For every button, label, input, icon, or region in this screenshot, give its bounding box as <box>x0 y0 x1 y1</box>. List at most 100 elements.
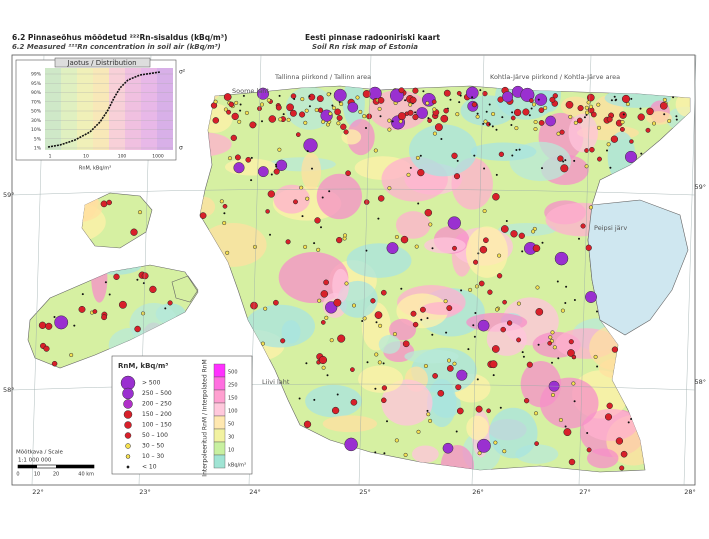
color-step <box>213 454 226 469</box>
sample-point <box>606 149 608 152</box>
inset-sigma-bottom: σ <box>179 145 183 152</box>
sample-point <box>485 110 488 113</box>
sample-point <box>419 306 426 313</box>
sample-point <box>538 107 545 114</box>
sample-point <box>535 285 540 290</box>
sample-point <box>500 326 506 333</box>
inset-stripe <box>65 68 69 150</box>
sample-point <box>295 132 301 137</box>
sample-point <box>584 164 589 169</box>
sample-point <box>585 244 592 251</box>
sample-point <box>304 108 309 113</box>
place-label: Peipsi järv <box>594 224 627 232</box>
sample-point <box>522 355 525 358</box>
sample-point <box>533 411 539 416</box>
sample-point <box>613 95 616 98</box>
sample-point <box>622 113 625 116</box>
sample-point <box>323 279 329 286</box>
inset-stripe <box>77 68 81 150</box>
sample-point <box>446 358 452 363</box>
sample-point <box>268 115 277 123</box>
sample-point <box>428 222 433 227</box>
sample-point <box>370 298 376 304</box>
sample-point <box>104 281 107 284</box>
inset-stripe <box>161 68 165 150</box>
sample-point <box>473 154 476 157</box>
sample-point <box>547 340 553 346</box>
sample-point <box>321 196 324 199</box>
sample-point <box>533 119 538 125</box>
inset-y-label: 90% <box>31 90 42 96</box>
sample-point <box>476 438 491 453</box>
sample-point <box>521 250 524 253</box>
sample-point <box>530 107 533 110</box>
inset-y-label: 30% <box>31 118 42 124</box>
blob <box>322 415 378 433</box>
longitude-label: 22° <box>32 488 44 496</box>
meridian <box>578 54 592 486</box>
scale-label: 20 <box>53 472 59 478</box>
sample-point <box>320 320 326 325</box>
sample-point <box>510 115 516 121</box>
color-step <box>213 441 226 456</box>
sample-point <box>403 452 408 457</box>
sample-point <box>142 282 145 285</box>
sample-point <box>659 101 668 110</box>
inset-stripe <box>113 68 117 150</box>
sample-point <box>239 109 242 112</box>
sample-point <box>285 239 291 245</box>
inset-y-label: 99% <box>31 72 42 78</box>
color-label: 250 <box>228 383 238 389</box>
sample-point <box>428 418 433 423</box>
sample-point <box>43 345 50 352</box>
sample-point <box>568 114 573 119</box>
sample-point <box>578 237 580 240</box>
sample-point <box>426 409 429 412</box>
inset-stripe <box>57 68 61 150</box>
sample-point <box>586 93 595 102</box>
sample-point <box>446 305 453 312</box>
sample-point <box>362 90 371 98</box>
parallel <box>11 188 696 196</box>
sample-point <box>141 311 146 316</box>
sample-point <box>620 120 625 125</box>
sample-point <box>455 112 460 117</box>
latitude-label: 59° <box>3 191 15 199</box>
sample-point <box>554 251 569 266</box>
sample-point <box>495 128 498 131</box>
sample-point <box>149 285 157 294</box>
inset-y-label: 70% <box>31 99 42 105</box>
scale-seg <box>18 465 37 468</box>
sample-point <box>443 89 451 97</box>
scale-ratio: 1:1 000 000 <box>18 458 52 464</box>
sample-point <box>398 87 405 94</box>
legend-symbol <box>124 421 132 429</box>
sample-point <box>101 314 108 321</box>
sample-point <box>407 109 414 116</box>
sample-point <box>552 93 558 99</box>
sample-point <box>374 451 377 454</box>
inset-x-label: 100 <box>118 154 127 160</box>
legend-box <box>111 355 253 475</box>
sample-point <box>324 315 329 320</box>
sample-point <box>646 107 654 116</box>
sample-point <box>415 155 420 160</box>
sample-point <box>266 98 271 103</box>
sample-point <box>456 407 464 415</box>
sample-point <box>321 365 326 370</box>
sample-point <box>358 109 363 114</box>
sample-point <box>333 88 347 102</box>
sample-point <box>548 335 553 340</box>
sample-point <box>621 94 631 103</box>
sample-point <box>275 165 278 168</box>
sample-point <box>489 360 498 369</box>
sample-point <box>416 429 421 434</box>
sample-point <box>342 233 348 238</box>
sample-point <box>452 245 457 251</box>
sample-point <box>234 100 239 105</box>
sample-point <box>597 156 602 162</box>
sample-point <box>672 96 675 99</box>
sample-point <box>516 301 521 306</box>
sample-point <box>340 123 347 130</box>
sample-point <box>520 87 535 102</box>
